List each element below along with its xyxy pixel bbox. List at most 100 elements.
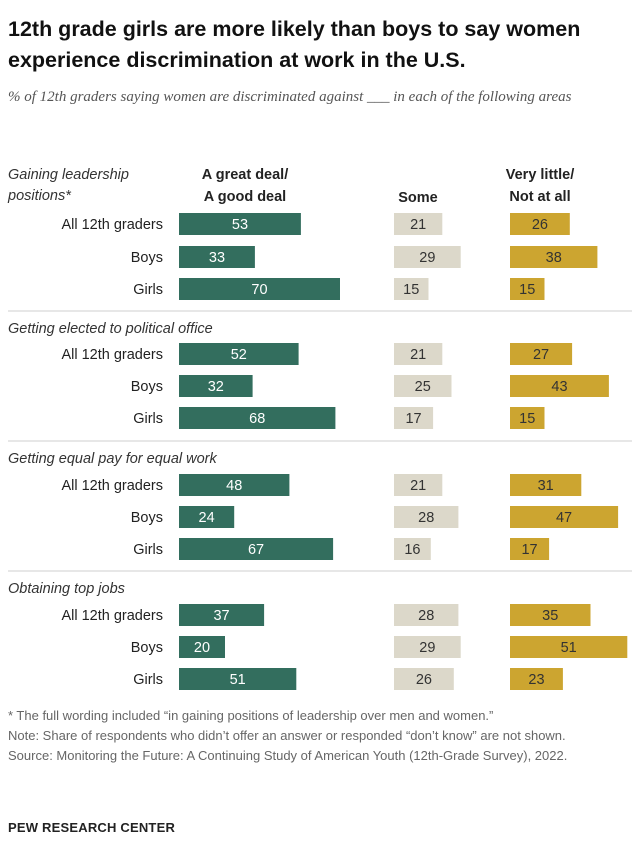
- row-label: Boys: [131, 510, 163, 526]
- data-label-great-deal: 37: [213, 608, 229, 624]
- row-label: Boys: [131, 250, 163, 266]
- chart-subtitle: % of 12th graders saying women are discr…: [8, 89, 572, 105]
- bar-some: [394, 278, 429, 300]
- data-label-very-little: 27: [533, 347, 549, 363]
- data-label-great-deal: 53: [232, 217, 248, 233]
- row-label: All 12th graders: [61, 478, 163, 494]
- bar-some: [394, 246, 461, 268]
- data-label-great-deal: 24: [199, 510, 215, 526]
- group-label: Getting equal pay for equal work: [8, 451, 218, 467]
- series-header-great-deal: A great deal/: [202, 167, 289, 183]
- bar-some: [394, 668, 454, 690]
- brand-logo-text: PEW RESEARCH CENTER: [8, 820, 176, 835]
- bar-great-deal: [179, 343, 299, 365]
- bar-great-deal: [179, 407, 336, 429]
- row-label: All 12th graders: [61, 217, 163, 233]
- data-label-very-little: 47: [556, 510, 572, 526]
- bar-some: [394, 506, 459, 528]
- bar-very-little: [510, 636, 628, 658]
- bar-some: [394, 375, 452, 397]
- bar-great-deal: [179, 375, 253, 397]
- bar-some: [394, 407, 434, 429]
- data-label-some: 28: [418, 608, 434, 624]
- bar-very-little: [510, 604, 591, 626]
- data-label-some: 26: [416, 672, 432, 688]
- data-label-very-little: 51: [561, 640, 577, 656]
- data-label-some: 25: [415, 379, 431, 395]
- series-header-great-deal: A good deal: [204, 189, 286, 205]
- group-label: Gaining leadership: [8, 167, 129, 183]
- data-label-some: 29: [419, 250, 435, 266]
- bar-chart: A great deal/A good deal Some Very little/…: [7, 167, 632, 690]
- bar-very-little: [510, 375, 609, 397]
- row-label: Boys: [131, 379, 163, 395]
- row-label: All 12th graders: [61, 347, 163, 363]
- row-label: Boys: [131, 640, 163, 656]
- bar-very-little: [510, 246, 598, 268]
- data-label-very-little: 35: [542, 608, 558, 624]
- bar-very-little: [510, 407, 545, 429]
- bar-some: [394, 636, 461, 658]
- data-label-great-deal: 20: [194, 640, 210, 656]
- bar-very-little: [510, 343, 573, 365]
- data-label-great-deal: 51: [230, 672, 246, 688]
- data-label-some: 28: [418, 510, 434, 526]
- bar-some: [394, 604, 459, 626]
- footnote: * The full wording included “in gaining …: [8, 708, 494, 723]
- bar-very-little: [510, 278, 545, 300]
- data-label-great-deal: 32: [208, 379, 224, 395]
- bar-great-deal: [179, 668, 297, 690]
- row-label: Girls: [133, 672, 163, 688]
- data-label-very-little: 38: [546, 250, 562, 266]
- chart-notes: * The full wording included “in gaining …: [8, 706, 632, 766]
- bar-great-deal: [179, 213, 301, 235]
- bar-great-deal: [179, 636, 225, 658]
- series-header-very-little: Not at all: [509, 189, 570, 205]
- bar-great-deal: [179, 538, 334, 560]
- row-label: All 12th graders: [61, 608, 163, 624]
- bar-some: [394, 343, 443, 365]
- data-label-great-deal: 52: [231, 347, 247, 363]
- data-label-some: 29: [419, 640, 435, 656]
- data-label-some: 17: [405, 411, 421, 427]
- group-label: Obtaining top jobs: [8, 581, 125, 597]
- bar-some: [394, 474, 443, 496]
- data-label-some: 21: [410, 478, 426, 494]
- bar-some: [394, 538, 431, 560]
- bar-very-little: [510, 538, 550, 560]
- data-label-some: 21: [410, 217, 426, 233]
- data-label-very-little: 15: [519, 411, 535, 427]
- bar-very-little: [510, 506, 619, 528]
- group-label: Getting elected to political office: [8, 321, 213, 337]
- bar-great-deal: [179, 474, 290, 496]
- data-label-very-little: 23: [528, 672, 544, 688]
- data-label-some: 21: [410, 347, 426, 363]
- row-label: Girls: [133, 282, 163, 298]
- bar-great-deal: [179, 246, 255, 268]
- data-label-great-deal: 70: [251, 282, 267, 298]
- row-label: Girls: [133, 411, 163, 427]
- bar-great-deal: [179, 278, 340, 300]
- source: Source: Monitoring the Future: A Continu…: [8, 748, 568, 763]
- data-label-some: 15: [403, 282, 419, 298]
- group-label: positions*: [7, 188, 72, 204]
- data-label-some: 16: [404, 542, 420, 558]
- data-label-great-deal: 68: [249, 411, 265, 427]
- data-label-great-deal: 33: [209, 250, 225, 266]
- bar-very-little: [510, 474, 582, 496]
- bar-great-deal: [179, 506, 235, 528]
- row-label: Girls: [133, 542, 163, 558]
- bar-very-little: [510, 668, 563, 690]
- data-label-very-little: 17: [521, 542, 537, 558]
- series-header-some: Some: [398, 190, 438, 206]
- series-header-very-little: Very little/: [506, 167, 575, 183]
- bar-some: [394, 213, 443, 235]
- data-label-very-little: 26: [532, 217, 548, 233]
- bar-great-deal: [179, 604, 265, 626]
- bar-very-little: [510, 213, 570, 235]
- chart-title: 12th grade girls are more likely than bo…: [8, 17, 581, 72]
- note: Note: Share of respondents who didn’t of…: [8, 728, 566, 743]
- data-label-very-little: 31: [538, 478, 554, 494]
- data-label-very-little: 43: [551, 379, 567, 395]
- data-label-very-little: 15: [519, 282, 535, 298]
